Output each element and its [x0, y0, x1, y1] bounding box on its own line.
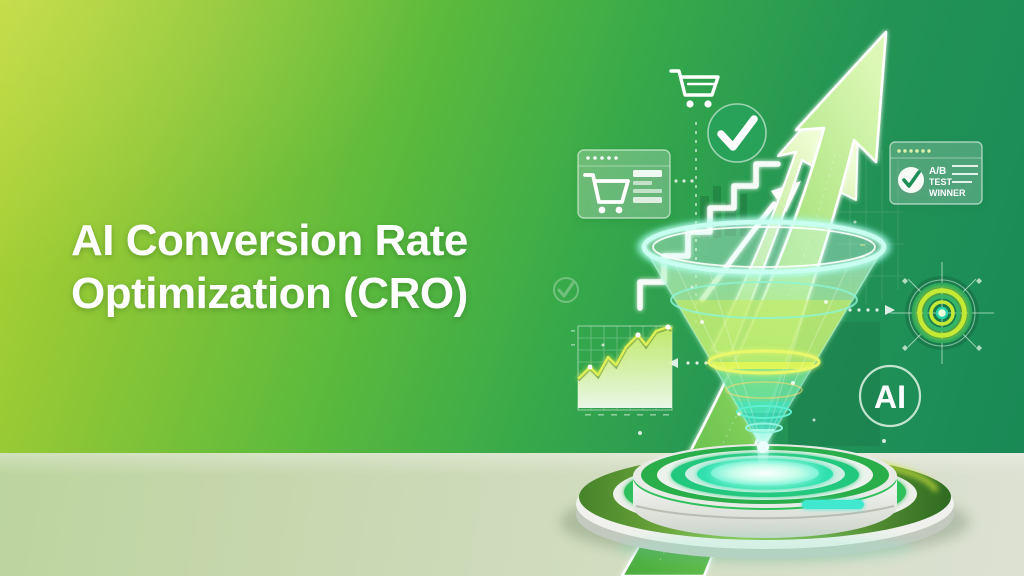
dotted-connector-card	[674, 179, 694, 183]
sparkle-dots	[601, 220, 886, 443]
dotted-arrow-left	[668, 358, 708, 368]
dotted-arrow-right	[848, 305, 895, 315]
winner-check-icon	[902, 170, 921, 188]
title-line-2: Optimization (CRO)	[71, 269, 468, 318]
light-beam	[757, 450, 769, 472]
glowing-round-podium	[560, 444, 970, 562]
cart-icon-small	[583, 173, 630, 214]
ai-circle-badge: AI	[858, 364, 922, 428]
bullseye-target-icon	[890, 262, 994, 364]
ai-badge-label: AI	[874, 379, 906, 415]
mini-area-chart	[571, 324, 673, 416]
ab-card-line1: A/B	[929, 166, 946, 177]
page-title: AI Conversion Rate Optimization (CRO)	[71, 214, 468, 320]
funnel-rim	[641, 219, 887, 275]
window-dots	[897, 149, 931, 153]
chart-point-dots	[587, 324, 671, 370]
text-line-bars	[633, 170, 662, 203]
ab-card-line2: TEST	[929, 177, 953, 187]
funnel-mesh	[671, 257, 853, 449]
ab-test-card: A/B TEST WINNER	[889, 141, 983, 205]
cyan-accent-bar	[802, 500, 864, 509]
floor-reflection	[615, 534, 915, 562]
text-line-bars	[952, 165, 978, 183]
window-dots	[586, 156, 618, 160]
chart-axis-marks	[571, 330, 669, 416]
shopping-cart-icon	[669, 69, 720, 108]
storefront-card	[577, 149, 671, 219]
corner-diamonds	[902, 278, 982, 351]
checkmark-circle-icon	[707, 103, 767, 163]
funnel-tip-glow	[757, 441, 769, 453]
ab-card-line3: WINNER	[929, 188, 966, 198]
title-line-1: AI Conversion Rate	[71, 216, 468, 265]
watermark-check-icon	[553, 277, 579, 303]
